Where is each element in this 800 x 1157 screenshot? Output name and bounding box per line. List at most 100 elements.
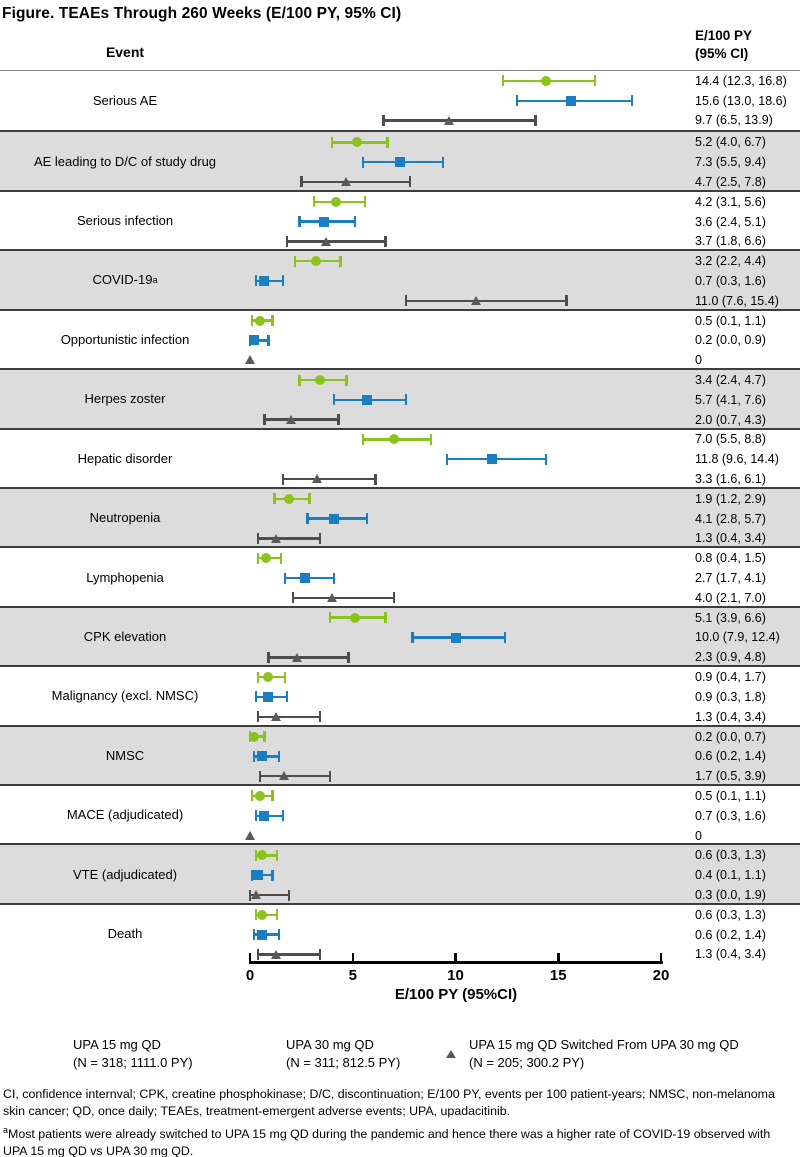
x-axis-tick-label: 5 — [348, 967, 357, 984]
ci-cap — [353, 216, 356, 228]
footnote-a-marker: a — [3, 1125, 9, 1135]
ci-cap — [271, 315, 274, 327]
ci-cap — [271, 790, 274, 802]
circle-marker-icon — [388, 434, 399, 445]
triangle-marker-icon — [341, 177, 352, 187]
ci-bar — [383, 119, 536, 122]
square-marker-icon — [259, 810, 270, 821]
value-column-header-line2: (95% CI) — [695, 46, 749, 61]
legend-switched-name: UPA 15 mg QD Switched From UPA 30 mg QD — [469, 1037, 739, 1052]
event-label: COVID-19 a — [92, 272, 158, 288]
circle-marker-icon — [255, 790, 266, 801]
estimate-value: 1.3 (0.4, 3.4) — [695, 947, 766, 962]
estimate-value: 3.7 (1.8, 6.6) — [695, 234, 766, 249]
ci-cap — [333, 394, 336, 406]
ci-cap — [363, 196, 367, 208]
square-marker-icon — [257, 751, 268, 762]
estimate-value: 11.8 (9.6, 14.4) — [695, 452, 779, 467]
ci-bar — [282, 477, 376, 481]
event-label: Malignancy (excl. NMSC) — [51, 688, 199, 704]
event-row: Neutropenia 1.9 (1.2, 2.9) 4.1 (2.8, 5.7) 1… — [0, 486, 800, 547]
legend-upa30-name: UPA 30 mg QD — [286, 1037, 374, 1052]
square-marker-icon — [257, 929, 268, 940]
event-row: CPK elevation 5.1 (3.9, 6.6) 10.0 (7.9, 12… — [0, 605, 800, 667]
ci-cap — [263, 414, 266, 426]
ci-cap — [252, 929, 256, 941]
circle-marker-icon — [249, 731, 260, 742]
event-row: Herpes zoster 3.4 (2.4, 4.7) 5.7 (4.1, 7.6… — [0, 368, 800, 428]
x-axis-tick — [557, 952, 560, 962]
triangle-marker-icon — [320, 236, 331, 246]
ci-cap — [254, 691, 258, 703]
event-label: Neutropenia — [89, 510, 161, 526]
estimate-value: 3.6 (2.4, 5.1) — [695, 214, 766, 229]
ci-cap — [254, 810, 258, 822]
estimate-values: 5.1 (3.9, 6.6) 10.0 (7.9, 12.4) 2.3 (0.9, … — [695, 608, 799, 667]
estimate-value: 1.9 (1.2, 2.9) — [695, 491, 766, 506]
ci-cap — [347, 651, 350, 663]
triangle-marker-icon — [443, 115, 454, 125]
ci-cap — [361, 156, 365, 168]
ci-cap — [298, 216, 301, 228]
estimate-value: 0.9 (0.3, 1.8) — [695, 689, 766, 704]
square-marker-icon — [318, 216, 329, 227]
event-row: Serious infection 4.2 (3.1, 5.6) 3.6 (2.4,… — [0, 189, 800, 249]
ci-cap — [361, 433, 365, 445]
event-row: MACE (adjudicated) 0.5 (0.1, 1.1) 0.7 (0.3… — [0, 784, 800, 843]
estimate-value: 0.7 (0.3, 1.6) — [695, 808, 766, 823]
circle-marker-icon — [257, 909, 268, 920]
square-marker-icon — [259, 275, 270, 286]
event-label: Lymphopenia — [86, 569, 164, 585]
estimate-value: 3.4 (2.4, 4.7) — [695, 373, 766, 387]
estimate-value: 0 — [695, 353, 702, 368]
ci-cap — [365, 513, 369, 525]
triangle-marker-icon — [279, 771, 290, 781]
circle-marker-icon — [50, 1049, 60, 1059]
event-column-header: Event — [105, 44, 145, 60]
ci-cap — [263, 731, 266, 743]
ci-cap — [318, 711, 322, 723]
estimate-value: 14.4 (12.3, 16.8) — [695, 73, 787, 88]
ci-cap — [312, 196, 315, 208]
square-marker-icon — [395, 157, 405, 168]
ci-cap — [250, 315, 254, 327]
ci-bar — [258, 537, 320, 540]
x-axis-tick — [351, 952, 354, 962]
estimate-values: 14.4 (12.3, 16.8) 15.6 (13.0, 18.6) 9.7 (6… — [695, 71, 799, 130]
ci-cap — [594, 75, 597, 87]
ci-cap — [300, 176, 303, 188]
event-label: VTE (adjudicated) — [72, 866, 178, 882]
ci-cap — [429, 433, 433, 445]
estimate-value: 10.0 (7.9, 12.4) — [695, 630, 780, 645]
estimate-value: 0.2 (0.0, 0.9) — [695, 333, 766, 348]
circle-marker-icon — [261, 553, 272, 564]
event-label: NMSC — [105, 747, 145, 763]
ci-cap — [392, 592, 396, 604]
footnote-a: aMost patients were already switched to … — [3, 1122, 797, 1157]
event-row: NMSC 0.2 (0.0, 0.7) 0.6 (0.2, 1.4) 1.7 (0.5… — [0, 724, 800, 785]
ci-cap — [384, 612, 387, 624]
event-row: Hepatic disorder 7.0 (5.5, 8.8) 11.8 (9.6,… — [0, 427, 800, 487]
event-row: Lymphopenia 0.8 (0.4, 1.5) 2.7 (1.7, 4.1) 4… — [0, 546, 800, 605]
event-row: COVID-19 a 3.2 (2.2, 4.4) 0.7 (0.3, 1.6) 11.… — [0, 249, 800, 309]
ci-bar — [286, 240, 386, 243]
triangle-marker-icon — [470, 296, 481, 306]
legend-item-upa30: UPA 30 mg QD (N = 311; 812.5 PY) — [263, 1036, 400, 1071]
ci-cap — [287, 889, 291, 901]
x-axis-tick-label: 15 — [549, 967, 567, 984]
value-column-header: E/100 PY (95% CI) — [695, 27, 752, 63]
ci-cap — [254, 909, 258, 921]
estimate-value: 5.1 (3.9, 6.6) — [695, 610, 766, 625]
estimate-value: 0.9 (0.4, 1.7) — [695, 670, 766, 685]
legend-text-upa30: UPA 30 mg QD (N = 311; 812.5 PY) — [286, 1036, 400, 1071]
estimate-value: 5.2 (4.0, 6.7) — [695, 135, 766, 150]
triangle-marker-icon — [271, 949, 282, 959]
ci-cap — [277, 929, 280, 941]
ci-cap — [273, 493, 276, 505]
square-marker-icon — [263, 691, 274, 702]
square-marker-icon — [487, 454, 498, 465]
ci-bar — [258, 953, 320, 956]
ci-cap — [281, 810, 285, 822]
estimate-value: 0.7 (0.3, 1.6) — [695, 273, 766, 288]
legend-item-upa15: UPA 15 mg QD (N = 318; 1111.0 PY) — [50, 1036, 193, 1071]
